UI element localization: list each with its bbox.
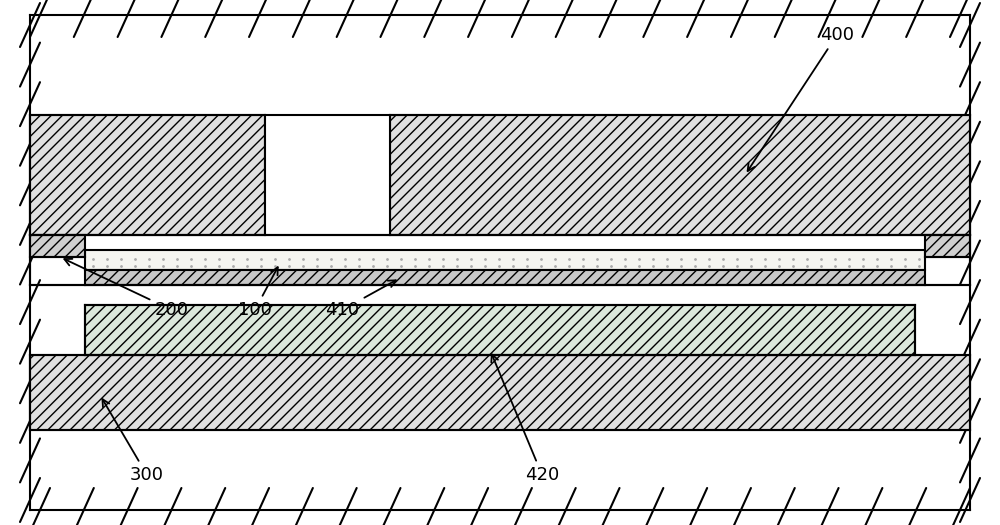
Text: 410: 410	[325, 280, 396, 319]
Bar	[30, 115, 265, 235]
Bar	[390, 115, 970, 235]
Bar	[925, 235, 970, 257]
Text: 420: 420	[491, 354, 559, 484]
Bar	[85, 270, 925, 285]
Bar	[85, 250, 925, 270]
Text: 200: 200	[64, 259, 189, 319]
Bar	[85, 305, 915, 355]
Text: 400: 400	[748, 26, 854, 171]
Bar	[30, 235, 85, 257]
Bar	[265, 115, 390, 235]
Text: 300: 300	[102, 399, 164, 484]
Text: 100: 100	[238, 267, 278, 319]
Bar	[30, 355, 970, 430]
